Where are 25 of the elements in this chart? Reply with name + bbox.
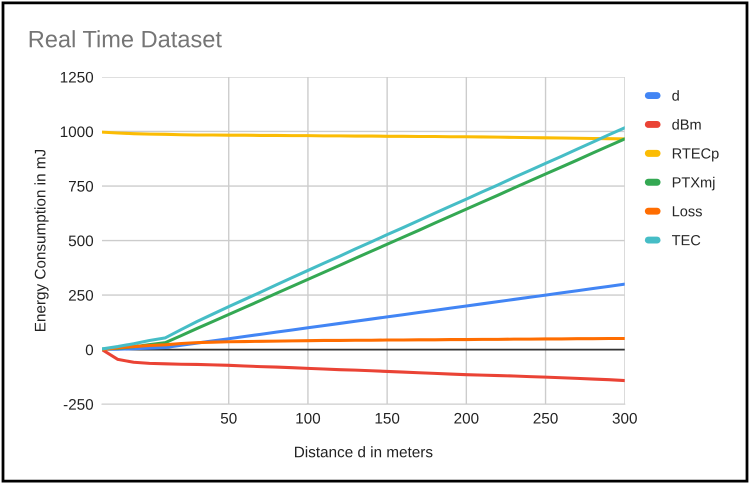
- x-axis-title: Distance d in meters: [295, 446, 432, 458]
- y-axis-title: Energy Consumption in mJ: [34, 150, 49, 331]
- chart-title: Real Time Dataset: [30, 30, 222, 48]
- line-series: [102, 348, 625, 382]
- x-tick-label: 200: [454, 412, 478, 424]
- line-series: [102, 336, 625, 352]
- legend-label: d: [672, 90, 679, 101]
- y-tick-label: 750: [68, 180, 94, 192]
- y-tick-label: 0: [86, 344, 94, 356]
- legend-label: PTXmj: [672, 176, 714, 190]
- y-tick-label: 250: [68, 290, 94, 301]
- y-tick-label: -250: [64, 399, 94, 410]
- x-tick-label: 100: [296, 412, 320, 424]
- legend-label: TEC: [672, 235, 700, 246]
- y-tick-label: 1000: [60, 126, 94, 138]
- legend-label: dBm: [672, 118, 701, 130]
- x-tick-label: 250: [534, 412, 558, 424]
- line-series: [102, 130, 625, 140]
- x-tick-label: 300: [612, 412, 637, 424]
- legend-label: RTECp: [672, 148, 719, 162]
- y-tick-label: 500: [68, 235, 94, 246]
- x-tick-label: 50: [220, 412, 237, 424]
- x-tick-label: 150: [376, 412, 400, 424]
- y-tick-label: 1250: [60, 72, 94, 83]
- legend-label: Loss: [672, 206, 702, 216]
